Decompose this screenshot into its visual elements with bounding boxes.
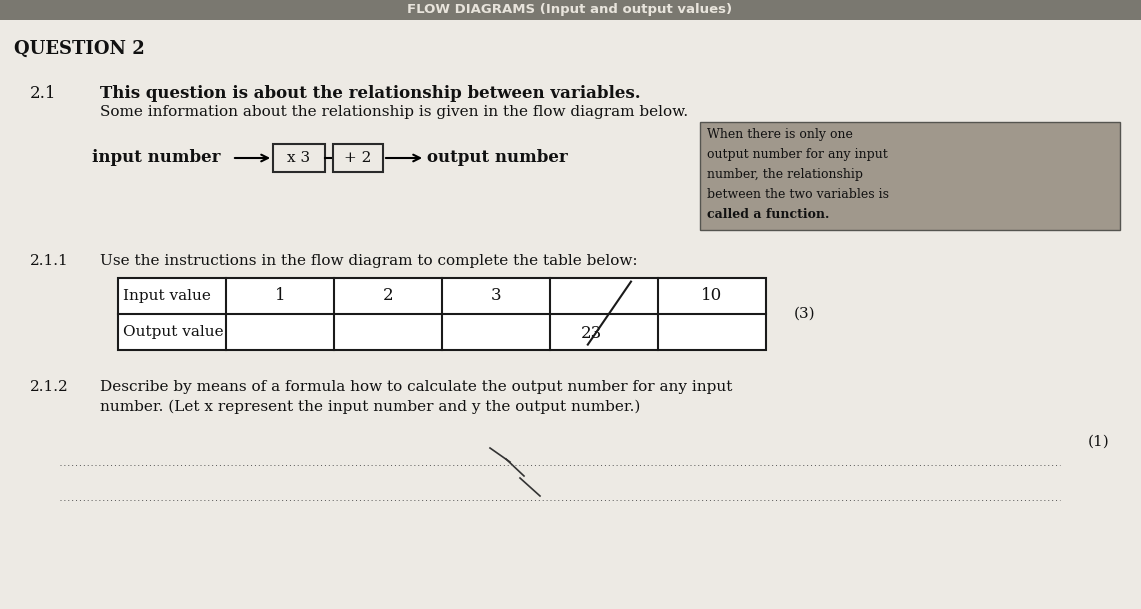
Text: 1: 1 [275, 287, 285, 304]
Bar [118, 278, 766, 350]
Text: number. (Let x represent the input number and y the output number.): number. (Let x represent the input numbe… [100, 400, 640, 414]
Text: When there is only one: When there is only one [707, 128, 852, 141]
Text: Input value: Input value [123, 289, 211, 303]
Text: 2.1.1: 2.1.1 [30, 254, 68, 268]
Text: 2.1: 2.1 [30, 85, 57, 102]
Text: (3): (3) [794, 307, 816, 321]
Text: Output value: Output value [123, 325, 224, 339]
Bar [118, 278, 766, 350]
Text: output number for any input: output number for any input [707, 148, 888, 161]
Text: 3: 3 [491, 287, 501, 304]
Text: called a function.: called a function. [707, 208, 830, 221]
Bar [699, 122, 1120, 230]
Text: x 3: x 3 [288, 151, 310, 165]
Bar [273, 144, 325, 172]
Text: + 2: + 2 [345, 151, 372, 165]
Text: FLOW DIAGRAMS (Input and output values): FLOW DIAGRAMS (Input and output values) [407, 4, 733, 16]
Text: number, the relationship: number, the relationship [707, 168, 863, 181]
Text: This question is about the relationship between variables.: This question is about the relationship … [100, 85, 640, 102]
Text: input number: input number [92, 149, 220, 166]
Text: QUESTION 2: QUESTION 2 [14, 40, 145, 58]
Text: output number: output number [427, 149, 568, 166]
Text: Some information about the relationship is given in the flow diagram below.: Some information about the relationship … [100, 105, 688, 119]
Text: between the two variables is: between the two variables is [707, 188, 889, 201]
Bar [0, 0, 1141, 20]
Text: 10: 10 [702, 287, 722, 304]
Text: (1): (1) [1089, 435, 1110, 449]
Bar [333, 144, 383, 172]
Text: Describe by means of a formula how to calculate the output number for any input: Describe by means of a formula how to ca… [100, 380, 733, 394]
Text: 2: 2 [382, 287, 394, 304]
Text: Use the instructions in the flow diagram to complete the table below:: Use the instructions in the flow diagram… [100, 254, 638, 268]
Text: 2.1.2: 2.1.2 [30, 380, 68, 394]
Text: 23: 23 [581, 325, 601, 342]
